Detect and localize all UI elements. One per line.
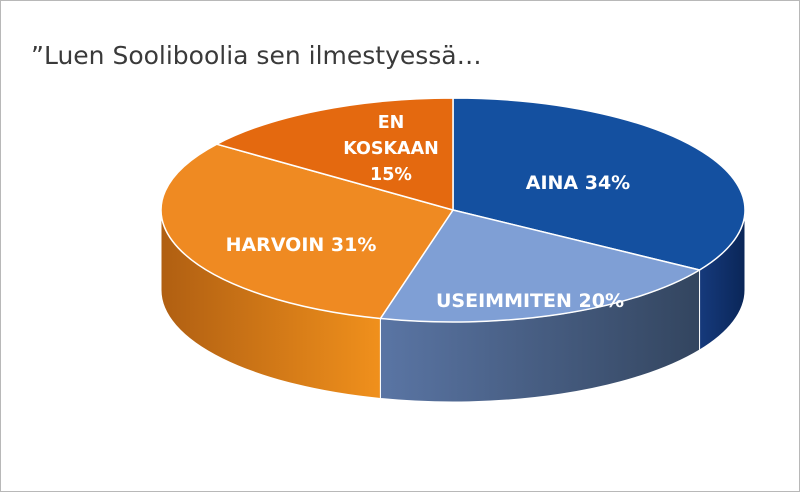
slice-label-en-koskaan: EN KOSKAAN 15% [343, 113, 439, 185]
pie-slice-harvoin [160, 143, 454, 320]
pie-slice-useimmiten [379, 209, 701, 323]
pie-slice-en-koskaan [216, 97, 454, 211]
slice-label-useimmiten: USEIMMITEN 20% [436, 290, 624, 312]
slice-label-line: KOSKAAN [343, 139, 439, 159]
pie-labels: AINA 34% USEIMMITEN 20% HARVOIN 31% EN KOSKA… [226, 113, 631, 312]
slice-label-line: EN [378, 113, 405, 133]
chart-title: ”Luen Sooliboolia sen ilmestyessä… [31, 41, 482, 70]
slice-label-aina: AINA 34% [526, 172, 630, 194]
pie-tops [160, 97, 746, 323]
slice-label-line: 15% [370, 165, 412, 185]
slice-label-harvoin: HARVOIN 31% [226, 234, 377, 256]
